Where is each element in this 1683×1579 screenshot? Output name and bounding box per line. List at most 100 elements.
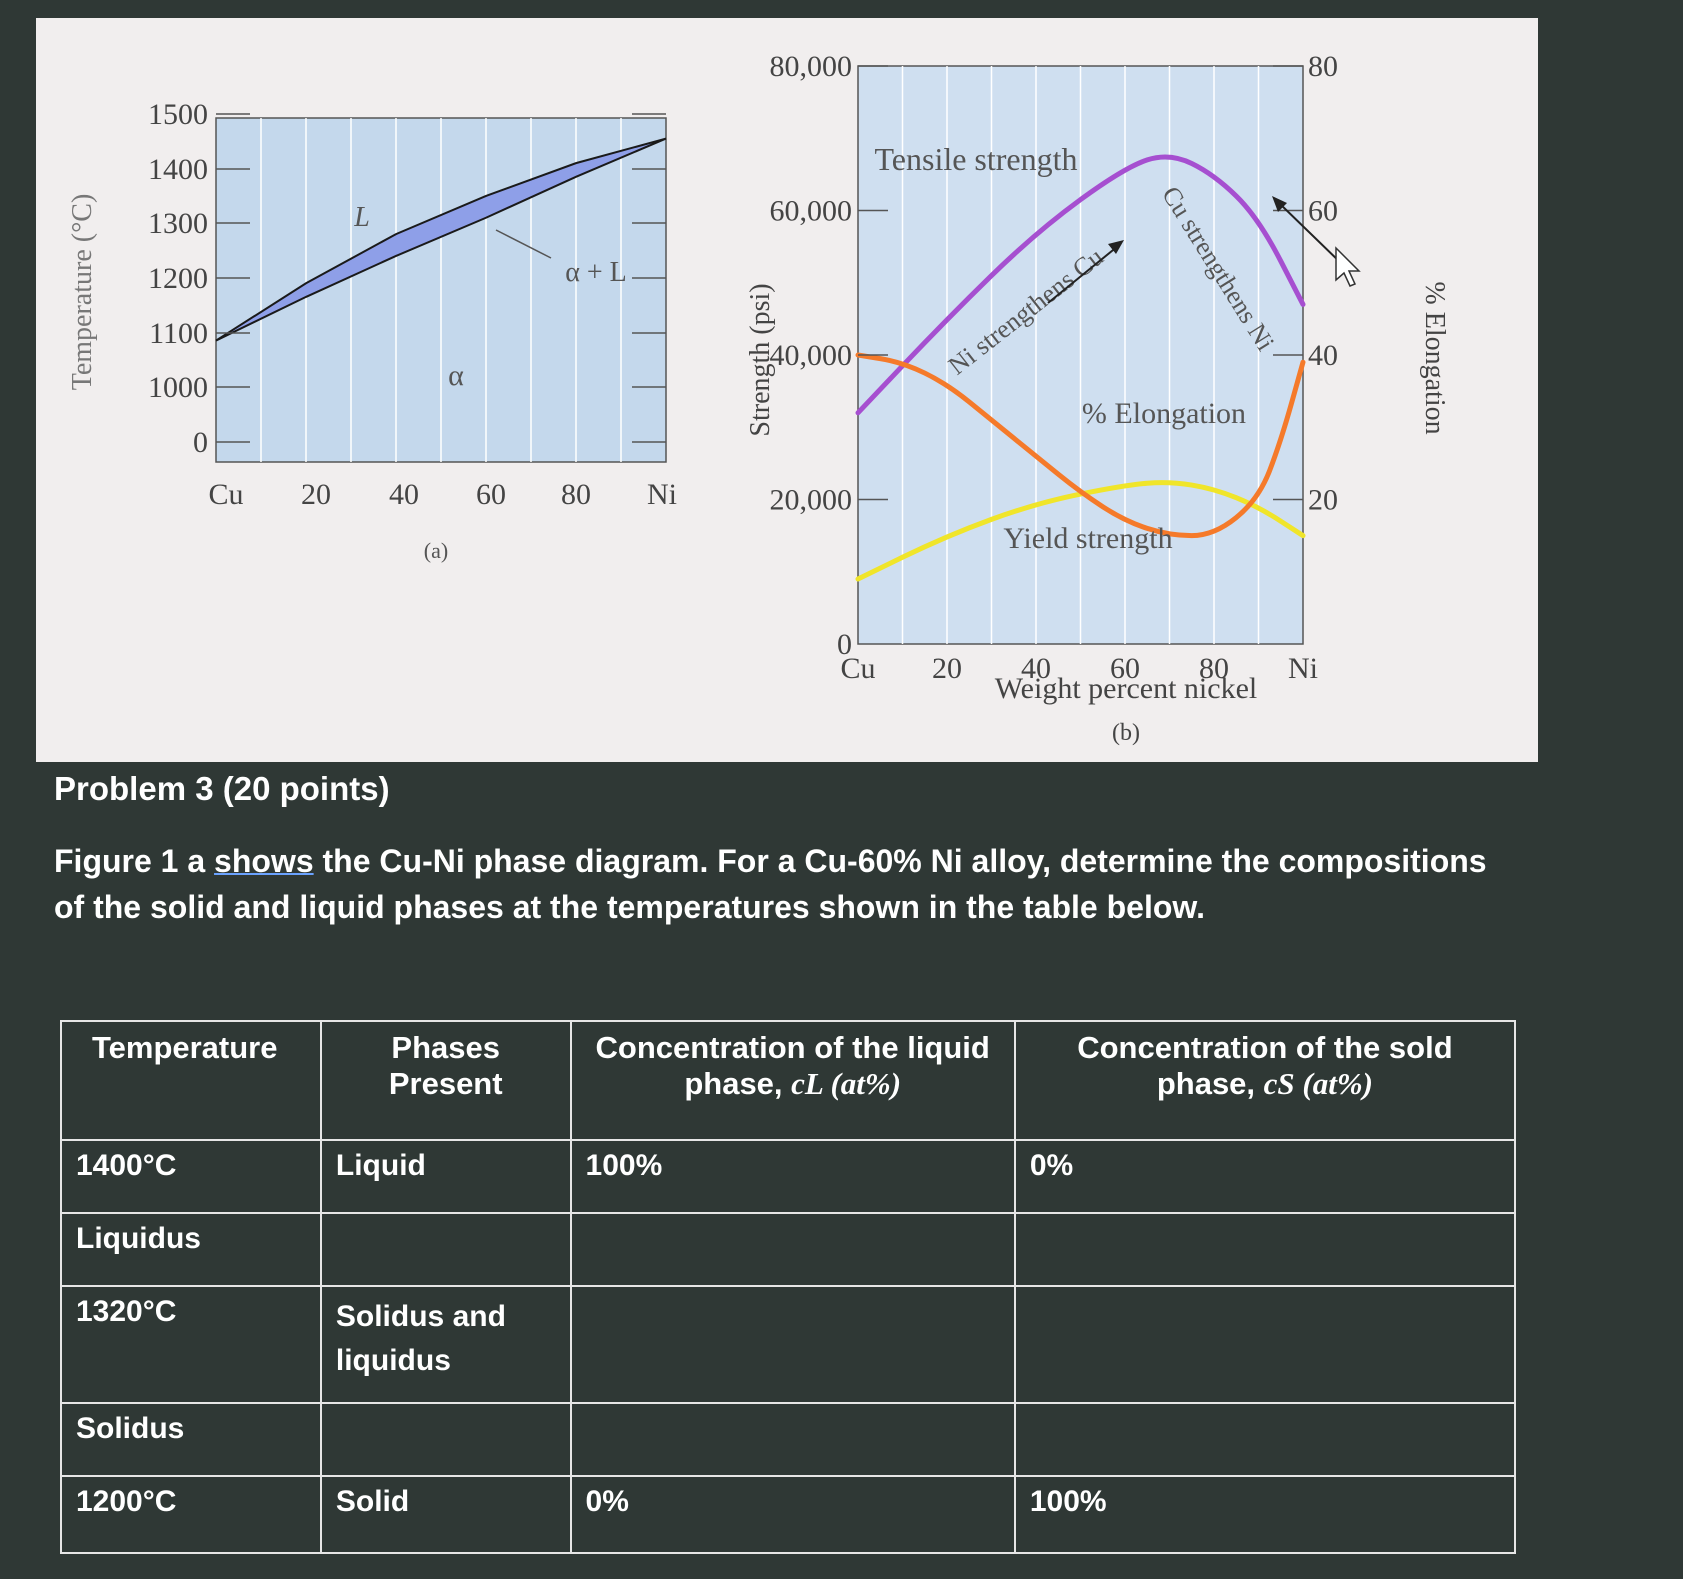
x-tick-label: 60 xyxy=(476,478,506,511)
y-tick-label: 1100 xyxy=(149,317,208,350)
phase-diagram-caption: (a) xyxy=(424,538,448,563)
strength-y-label: Strength (psi) xyxy=(745,283,776,436)
tensile-strength-label: Tensile strength xyxy=(874,141,1077,177)
cell-solid-concentration[interactable] xyxy=(1013,1401,1517,1477)
cell-temperature[interactable]: 1400°C xyxy=(60,1138,322,1214)
problem-text-rest: the Cu-Ni phase diagram. For a Cu-60% Ni… xyxy=(54,843,1487,925)
cell-phases[interactable]: Solid xyxy=(319,1474,572,1555)
problem-title: Problem 3 (20 points) xyxy=(54,770,390,807)
header-solid-concentration: Concentration of the sold phase, cS (at%… xyxy=(1013,1020,1517,1141)
left-y-tick-label: 40,000 xyxy=(770,339,853,372)
strength-chart-grid xyxy=(901,66,1260,644)
left-y-tick-label: 20,000 xyxy=(770,484,853,517)
y-tick-label: 0 xyxy=(193,426,208,459)
right-y-tick-label: 20 xyxy=(1308,484,1338,517)
liquid-region-label: L xyxy=(353,202,370,233)
y-tick-label: 1300 xyxy=(148,207,208,240)
cell-liquid-concentration[interactable] xyxy=(569,1211,1016,1287)
figure-1: 1500 1400 1300 1200 1100 1000 0 Cu 20 40 60 80 Ni Te… xyxy=(36,18,1538,762)
y-tick-label: 1400 xyxy=(148,153,208,186)
yield-strength-label: Yield strength xyxy=(1003,522,1172,555)
phase-diagram: 1500 1400 1300 1200 1100 1000 0Cu 20 40 60 80 Ni Te… xyxy=(67,98,677,563)
phase-diagram-y-label: Temperature (°C) xyxy=(67,194,98,391)
answer-table: Temperature Phases Present Concentration… xyxy=(60,1020,1517,1555)
cu-strengthens-arrow xyxy=(1277,201,1345,267)
left-y-tick-label: 60,000 xyxy=(770,195,853,228)
mouse-cursor-icon xyxy=(1335,246,1361,287)
x-tick-label: 80 xyxy=(1199,652,1229,685)
series-line xyxy=(855,480,1306,582)
cell-liquid-concentration[interactable]: 0% xyxy=(569,1474,1016,1555)
elongation-y-label: % Elongation xyxy=(1419,281,1450,434)
series-line xyxy=(855,154,1306,416)
table-row: Solidus xyxy=(60,1401,1517,1477)
solid-region-label: α xyxy=(448,359,464,392)
x-tick-label: Cu xyxy=(208,478,243,511)
right-y-tick-label: 60 xyxy=(1308,195,1338,228)
table-row: 1200°C Solid 0% 100% xyxy=(60,1474,1517,1555)
cell-temperature[interactable]: Solidus xyxy=(60,1401,322,1477)
cell-solid-concentration[interactable]: 0% xyxy=(1013,1138,1517,1214)
cell-phases[interactable] xyxy=(319,1211,572,1287)
problem-text-start: Figure 1 a xyxy=(54,843,215,879)
table-row: Liquidus xyxy=(60,1211,1517,1287)
x-tick-label: 40 xyxy=(1021,652,1051,685)
phase-diagram-grid xyxy=(260,118,622,462)
cell-solid-concentration[interactable]: 100% xyxy=(1013,1474,1517,1555)
y-tick-label: 1200 xyxy=(148,262,208,295)
header-liquid-prefix: phase, xyxy=(684,1066,792,1101)
strength-chart-curves xyxy=(855,154,1306,582)
two-phase-region xyxy=(215,137,667,342)
left-y-tick-label: 80,000 xyxy=(770,50,853,83)
x-tick-label: 80 xyxy=(561,478,591,511)
strength-x-label: Weight percent nickel xyxy=(995,672,1257,705)
header-liquid-line1: Concentration of the liquid xyxy=(595,1030,990,1065)
table-header-row: Temperature Phases Present Concentration… xyxy=(60,1020,1517,1141)
cell-solid-concentration[interactable] xyxy=(1013,1284,1517,1404)
cell-liquid-concentration[interactable]: 100% xyxy=(569,1138,1016,1214)
spellcheck-word: shows xyxy=(214,843,314,879)
x-tick-label: 60 xyxy=(1110,652,1140,685)
x-tick-label: Ni xyxy=(647,478,677,511)
y-tick-label: 1500 xyxy=(148,98,208,131)
right-y-tick-label: 40 xyxy=(1308,339,1338,372)
ni-strengthens-arrow xyxy=(1047,245,1119,304)
cell-phases[interactable]: Liquid xyxy=(319,1138,572,1214)
two-phase-pointer xyxy=(495,229,552,259)
x-tick-label: 20 xyxy=(301,478,331,511)
cell-temperature[interactable]: 1320°C xyxy=(60,1284,322,1404)
x-tick-label: 40 xyxy=(389,478,419,511)
phase-diagram-ticks: 1500 1400 1300 1200 1100 1000 0Cu 20 40 60 80 Ni xyxy=(148,98,677,511)
header-liquid-symbol: cL (at%) xyxy=(791,1066,902,1101)
cell-solid-concentration[interactable] xyxy=(1013,1211,1517,1287)
ni-strengthens-arrowhead xyxy=(1108,240,1124,254)
cell-phases[interactable]: Solidus and liquidus xyxy=(319,1284,572,1404)
cell-liquid-concentration[interactable] xyxy=(569,1284,1016,1404)
header-phases: Phases Present xyxy=(319,1020,572,1141)
problem-text: Figure 1 a shows the Cu-Ni phase diagram… xyxy=(54,838,1494,930)
x-tick-label: Ni xyxy=(1288,652,1318,685)
header-solid-prefix: phase, xyxy=(1156,1066,1264,1101)
header-liquid-concentration: Concentration of the liquid phase, cL (a… xyxy=(569,1020,1016,1141)
left-y-tick-label: 0 xyxy=(837,628,852,661)
strength-chart-ticks: 80,000 60,000 40,000 20,000 0 80 60 40 20 Cu 20 40 6… xyxy=(770,50,1339,685)
cell-liquid-concentration[interactable] xyxy=(569,1401,1016,1477)
table-row: 1400°C Liquid 100% 0% xyxy=(60,1138,1517,1214)
x-tick-label: 20 xyxy=(932,652,962,685)
header-solid-symbol: cS (at%) xyxy=(1263,1066,1373,1101)
header-temperature: Temperature xyxy=(60,1020,322,1141)
cell-phases[interactable] xyxy=(319,1401,572,1477)
strength-chart-caption: (b) xyxy=(1112,720,1140,746)
cu-strengthens-arrowhead xyxy=(1272,196,1287,212)
right-y-tick-label: 80 xyxy=(1308,50,1338,83)
cell-temperature[interactable]: Liquidus xyxy=(60,1211,322,1287)
two-phase-region-label: α + L xyxy=(565,257,627,288)
series-line xyxy=(855,352,1306,539)
header-solid-line1: Concentration of the sold xyxy=(1077,1030,1453,1065)
strength-chart: 80,000 60,000 40,000 20,000 0 80 60 40 20 Cu 20 40 6… xyxy=(745,50,1450,746)
y-tick-label: 1000 xyxy=(148,371,208,404)
cell-temperature[interactable]: 1200°C xyxy=(60,1474,322,1555)
table-row: 1320°C Solidus and liquidus xyxy=(60,1284,1517,1404)
elongation-label: % Elongation xyxy=(1082,397,1246,430)
